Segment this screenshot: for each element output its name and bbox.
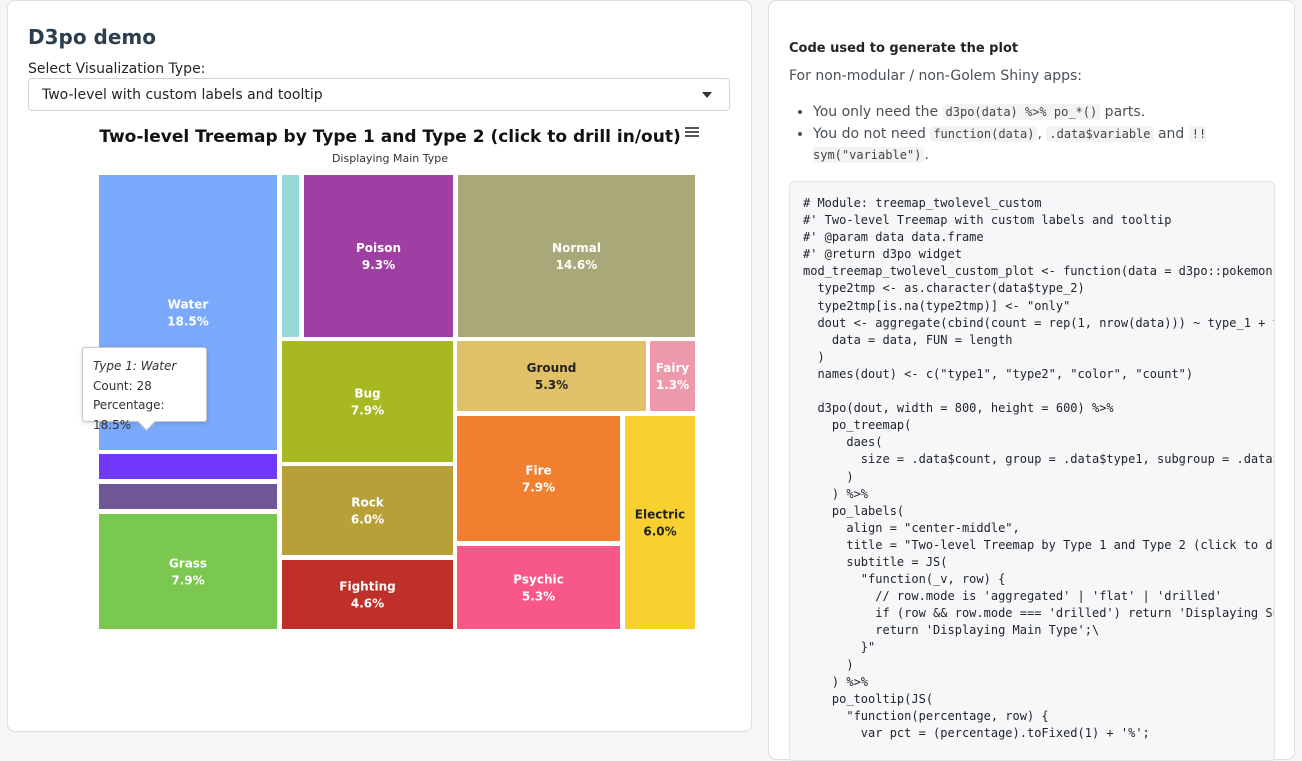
tile-value-electric: 6.0% [643, 525, 676, 539]
note-text: You only need the [813, 104, 943, 120]
tile-value-poison: 9.3% [362, 258, 395, 272]
tile-normal[interactable]: Normal 14.6% [458, 175, 695, 337]
select-label: Select Visualization Type: [28, 61, 206, 77]
tile-value-grass: 7.9% [171, 574, 204, 588]
tile-dragon[interactable] [99, 454, 277, 479]
tile-rock[interactable]: Rock 6.0% [282, 466, 453, 555]
visualization-card: D3po demo Select Visualization Type: Two… [7, 0, 752, 732]
tooltip-count: Count: 28 [93, 378, 152, 393]
tile-ground[interactable]: Ground 5.3% [457, 341, 646, 411]
tooltip-percentage: Percentage: 18.5% [93, 398, 165, 432]
tile-label-fairy: Fairy [656, 361, 690, 375]
tile-label-fighting: Fighting [339, 580, 395, 594]
tile-psychic[interactable]: Psychic 5.3% [457, 546, 620, 629]
tile-rect-ghost[interactable] [99, 484, 277, 509]
tile-rect-psychic[interactable] [457, 546, 620, 629]
tile-rect-fighting[interactable] [282, 560, 453, 629]
tile-fire[interactable]: Fire 7.9% [457, 416, 620, 541]
tile-label-rock: Rock [351, 496, 385, 510]
note-text: , [1037, 126, 1047, 142]
tile-value-rock: 6.0% [351, 513, 384, 527]
tile-electric[interactable]: Electric 6.0% [625, 416, 695, 629]
tile-value-bug: 7.9% [351, 404, 384, 418]
note-text: You do not need [813, 126, 931, 142]
tile-label-grass: Grass [169, 557, 207, 571]
tile-label-bug: Bug [354, 387, 380, 401]
tooltip-title: Type 1: Water [93, 359, 177, 373]
tile-rect-bug[interactable] [282, 341, 453, 462]
tile-bug[interactable]: Bug 7.9% [282, 341, 453, 462]
inline-code: .data$variable [1046, 126, 1154, 142]
tile-value-fighting: 4.6% [351, 597, 384, 611]
tile-label-normal: Normal [552, 241, 601, 255]
inline-code: d3po(data) %>% po_*() [942, 104, 1101, 120]
inline-code: function(data) [930, 126, 1038, 142]
code-block[interactable]: # Module: treemap_twolevel_custom #' Two… [789, 181, 1275, 761]
chart-tooltip: Type 1: Water Count: 28 Percentage: 18.5… [82, 347, 207, 432]
tile-rect-normal[interactable] [458, 175, 695, 337]
tile-fighting[interactable]: Fighting 4.6% [282, 560, 453, 629]
tile-ghost[interactable] [99, 484, 277, 509]
note-text: . [924, 147, 929, 163]
visualization-type-select[interactable]: Two-level with custom labels and tooltip [28, 78, 730, 111]
tile-value-water: 18.5% [167, 315, 209, 329]
code-card: Code used to generate the plot For non-m… [768, 0, 1295, 761]
note-text: parts. [1100, 104, 1146, 120]
tile-rect-poison[interactable] [304, 175, 453, 337]
chart-subtitle: Displaying Main Type [332, 152, 448, 165]
tile-rect-ground[interactable] [457, 341, 646, 411]
tile-label-water: Water [168, 298, 209, 312]
tile-fairy[interactable]: Fairy 1.3% [650, 341, 695, 411]
note-text: and [1153, 126, 1189, 142]
tile-label-fire: Fire [525, 464, 551, 478]
code-intro: For non-modular / non-Golem Shiny apps: [789, 68, 1082, 84]
chart-menu-icon[interactable] [684, 125, 700, 139]
chart-title: Two-level Treemap by Type 1 and Type 2 (… [99, 127, 681, 147]
notes-list: You only need the d3po(data) %>% po_*() … [789, 102, 1283, 166]
note-item: You do not need function(data), .data$va… [813, 124, 1283, 166]
tile-rect-dragon[interactable] [99, 454, 277, 479]
tile-value-psychic: 5.3% [522, 590, 555, 604]
tile-label-poison: Poison [356, 241, 401, 255]
tile-value-ground: 5.3% [535, 378, 568, 392]
note-item: You only need the d3po(data) %>% po_*() … [813, 102, 1283, 123]
tile-rect-fairy[interactable] [650, 341, 695, 411]
tile-rect-rock[interactable] [282, 466, 453, 555]
tile-value-fairy: 1.3% [656, 378, 689, 392]
code-text: # Module: treemap_twolevel_custom #' Two… [803, 196, 1274, 740]
tile-label-ground: Ground [527, 361, 577, 375]
tile-value-normal: 14.6% [556, 258, 598, 272]
tile-value-fire: 7.9% [522, 481, 555, 495]
tile-rect-electric[interactable] [625, 416, 695, 629]
tile-rect-grass[interactable] [99, 514, 277, 629]
tile-grass[interactable]: Grass 7.9% [99, 514, 277, 629]
tile-poison[interactable]: Poison 9.3% [304, 175, 453, 337]
tile-label-psychic: Psychic [513, 573, 563, 587]
tile-ice[interactable] [282, 175, 299, 337]
tile-rect-ice[interactable] [282, 175, 299, 337]
page-title: D3po demo [28, 25, 156, 49]
tile-label-electric: Electric [635, 508, 685, 522]
chevron-down-icon[interactable] [702, 92, 712, 98]
tile-rect-fire[interactable] [457, 416, 620, 541]
select-value: Two-level with custom labels and tooltip [42, 87, 323, 103]
code-heading: Code used to generate the plot [789, 41, 1019, 56]
